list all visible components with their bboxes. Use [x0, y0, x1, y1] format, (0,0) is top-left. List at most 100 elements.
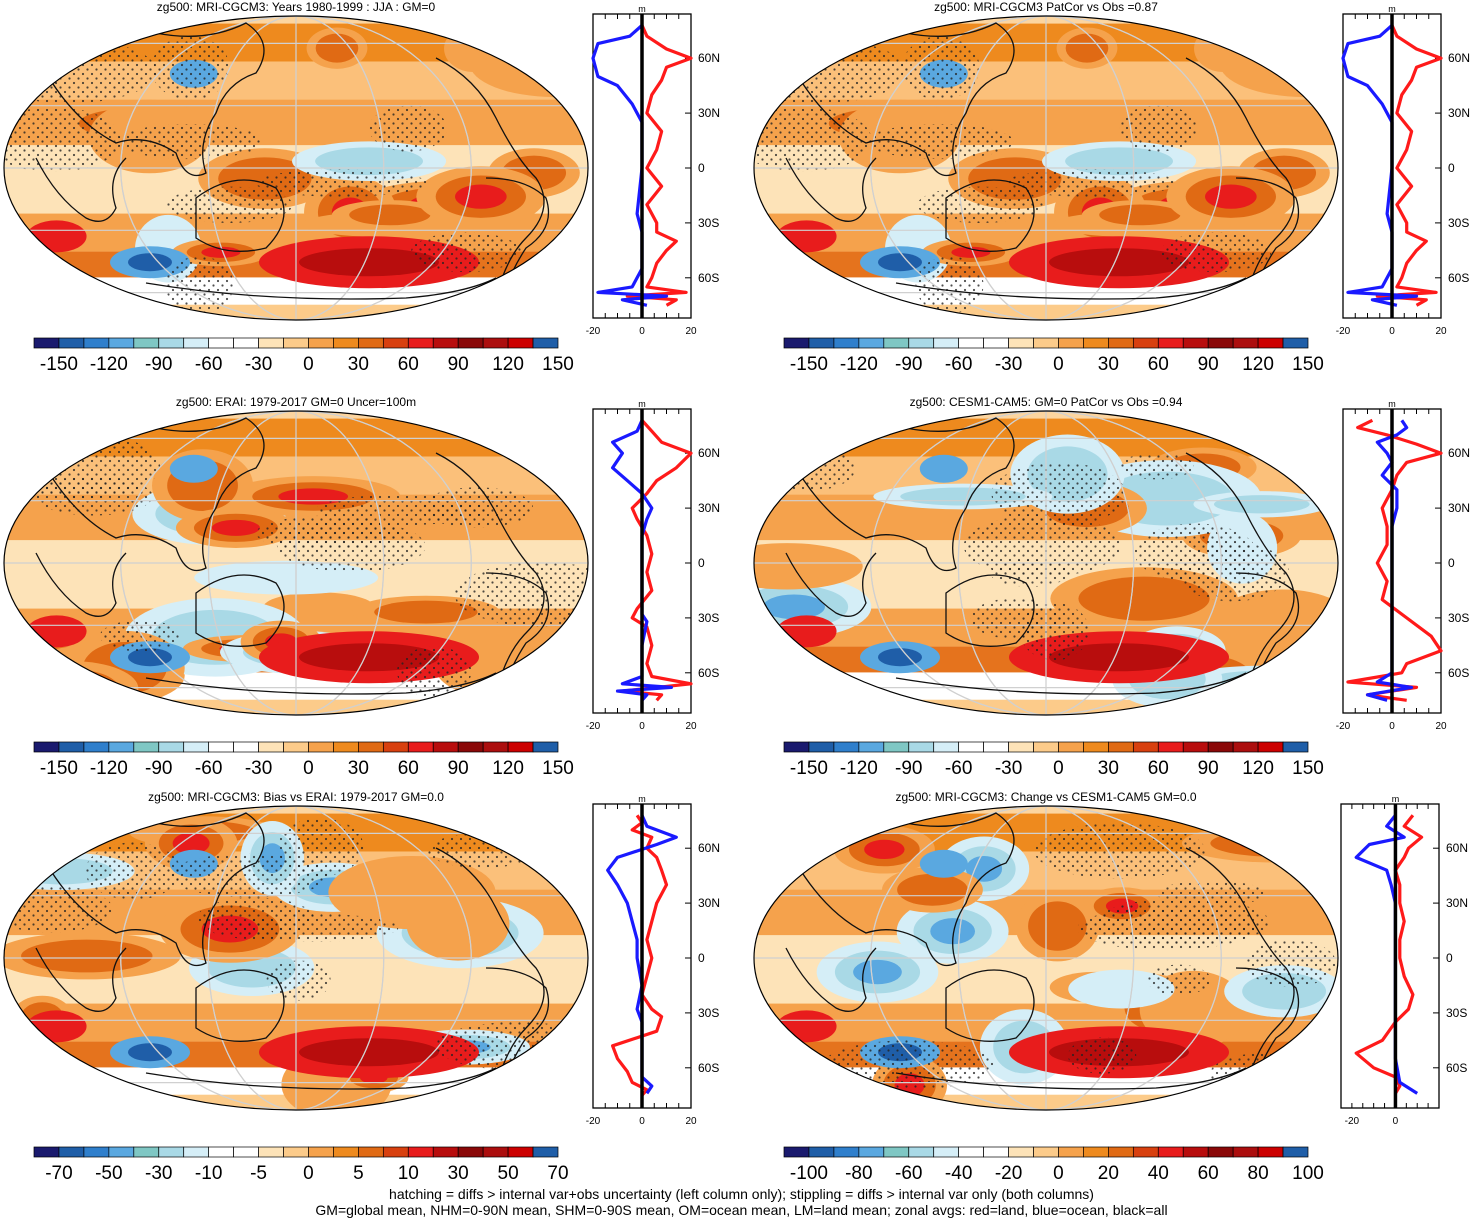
- panel-title: zg500: MRI-CGCM3: Change vs CESM1-CAM5 G…: [895, 790, 1196, 804]
- colorbar-label: -50: [95, 1163, 122, 1184]
- colorbar-swatch: [483, 742, 508, 752]
- colorbar-swatch: [84, 338, 109, 348]
- colorbar-swatch: [1034, 1147, 1059, 1157]
- colorbar-swatch: [433, 338, 458, 348]
- warm-anomaly: [1066, 34, 1109, 63]
- colorbar-label: -30: [995, 758, 1022, 779]
- colorbar-swatch: [1058, 1147, 1083, 1157]
- colorbar-label: 0: [1053, 354, 1064, 375]
- colorbar-swatch: [508, 338, 533, 348]
- colorbar-swatch: [59, 338, 84, 348]
- colorbar-swatch: [34, 1147, 59, 1157]
- stippling: [1246, 940, 1336, 987]
- map-field: [731, 16, 1390, 320]
- stippling: [1161, 232, 1271, 272]
- warm-anomaly: [864, 840, 904, 859]
- colorbar-label: 90: [1198, 758, 1219, 779]
- zonal-ytick-label: 60S: [698, 1061, 719, 1075]
- colorbar-label: 150: [1292, 354, 1324, 375]
- colorbar-swatch: [84, 1147, 109, 1157]
- zonal-xtick-label: 20: [685, 721, 697, 732]
- panel-1: zg500: MRI-CGCM3: Years 1980-1999 : JJA …: [0, 0, 720, 375]
- colorbar-label: -30: [245, 758, 272, 779]
- colorbar-swatch: [809, 742, 834, 752]
- zonal-units: m: [638, 4, 646, 14]
- colorbar-label: 90: [1198, 354, 1219, 375]
- colorbar-label: -150: [790, 354, 828, 375]
- stippling: [167, 187, 292, 223]
- colorbar-label: 10: [398, 1163, 419, 1184]
- colorbar-label: -10: [195, 1163, 222, 1184]
- zonal-xtick-label: 20: [685, 1116, 697, 1127]
- colorbar-label: 90: [448, 354, 469, 375]
- stippling: [435, 1022, 598, 1070]
- stippling: [916, 256, 984, 314]
- warm-anomaly: [1205, 185, 1257, 209]
- colorbar-swatch: [209, 1147, 234, 1157]
- colorbar-swatch: [333, 742, 358, 752]
- colorbar-label: -120: [840, 758, 878, 779]
- colorbar-label: -60: [195, 758, 222, 779]
- colorbar-swatch: [483, 338, 508, 348]
- cold-anomaly: [778, 832, 832, 856]
- warm-anomaly: [316, 34, 359, 63]
- zonal-ytick-label: 60N: [698, 841, 720, 855]
- colorbar-label: 150: [542, 758, 574, 779]
- colorbar-swatch: [159, 1147, 184, 1157]
- colorbar-swatch: [109, 1147, 134, 1157]
- stippling: [316, 495, 485, 526]
- colorbar-swatch: [959, 338, 984, 348]
- zonal-ytick-label: 0: [698, 161, 705, 175]
- colorbar-swatch: [984, 338, 1009, 348]
- zonal-xtick-label: 20: [1435, 721, 1447, 732]
- zonal-ytick-label: 0: [698, 951, 705, 965]
- land-mean-line: [1377, 25, 1441, 305]
- zonal-xtick-label: -20: [1345, 1116, 1360, 1127]
- stippling: [9, 434, 160, 498]
- zonal-xtick-label: -20: [586, 1116, 601, 1127]
- colorbar-label: 120: [492, 354, 524, 375]
- colorbar-label: -5: [250, 1163, 267, 1184]
- stippling: [1005, 169, 1177, 197]
- colorbar-swatch: [1009, 1147, 1034, 1157]
- stippling: [1068, 1037, 1136, 1073]
- colorbar-label: -60: [895, 1163, 922, 1184]
- colorbar-swatch: [1034, 742, 1059, 752]
- zonal-ytick-label: 0: [698, 556, 705, 570]
- colorbar-label: -90: [895, 354, 922, 375]
- colorbar-swatch: [333, 338, 358, 348]
- stippling: [428, 833, 537, 868]
- colorbar-swatch: [59, 742, 84, 752]
- colorbar-swatch: [1133, 1147, 1158, 1157]
- zonal-units: m: [1388, 399, 1396, 409]
- strong-anomaly: [920, 455, 968, 483]
- colorbar-label: 5: [353, 1163, 364, 1184]
- colorbar-swatch: [1283, 338, 1308, 348]
- stippling: [267, 960, 331, 1000]
- panel-5: zg500: MRI-CGCM3: Bias vs ERAI: 1979-201…: [0, 790, 720, 1184]
- colorbar-swatch: [533, 338, 558, 348]
- stippling: [255, 169, 427, 197]
- zonal-ytick-label: 60N: [1448, 51, 1470, 65]
- colorbar-label: -120: [90, 758, 128, 779]
- colorbar-swatch: [884, 338, 909, 348]
- colorbar-label: 70: [547, 1163, 568, 1184]
- stippling: [1077, 907, 1255, 950]
- colorbar-swatch: [859, 1147, 884, 1157]
- colorbar-swatch: [533, 742, 558, 752]
- zonal-xtick-label: -20: [586, 326, 601, 337]
- panel-title: zg500: MRI-CGCM3: Years 1980-1999 : JJA …: [157, 0, 436, 14]
- colorbar-label: -60: [945, 758, 972, 779]
- warm-anomaly: [28, 670, 119, 709]
- stippling: [917, 187, 1042, 223]
- colorbar-label: 20: [1098, 1163, 1119, 1184]
- colorbar-label: 50: [498, 1163, 519, 1184]
- stippling: [1210, 1053, 1330, 1095]
- stippling: [735, 107, 871, 172]
- zonal-ytick-label: 30S: [698, 1006, 719, 1020]
- stippling: [1119, 453, 1193, 479]
- colorbar-swatch: [1258, 742, 1283, 752]
